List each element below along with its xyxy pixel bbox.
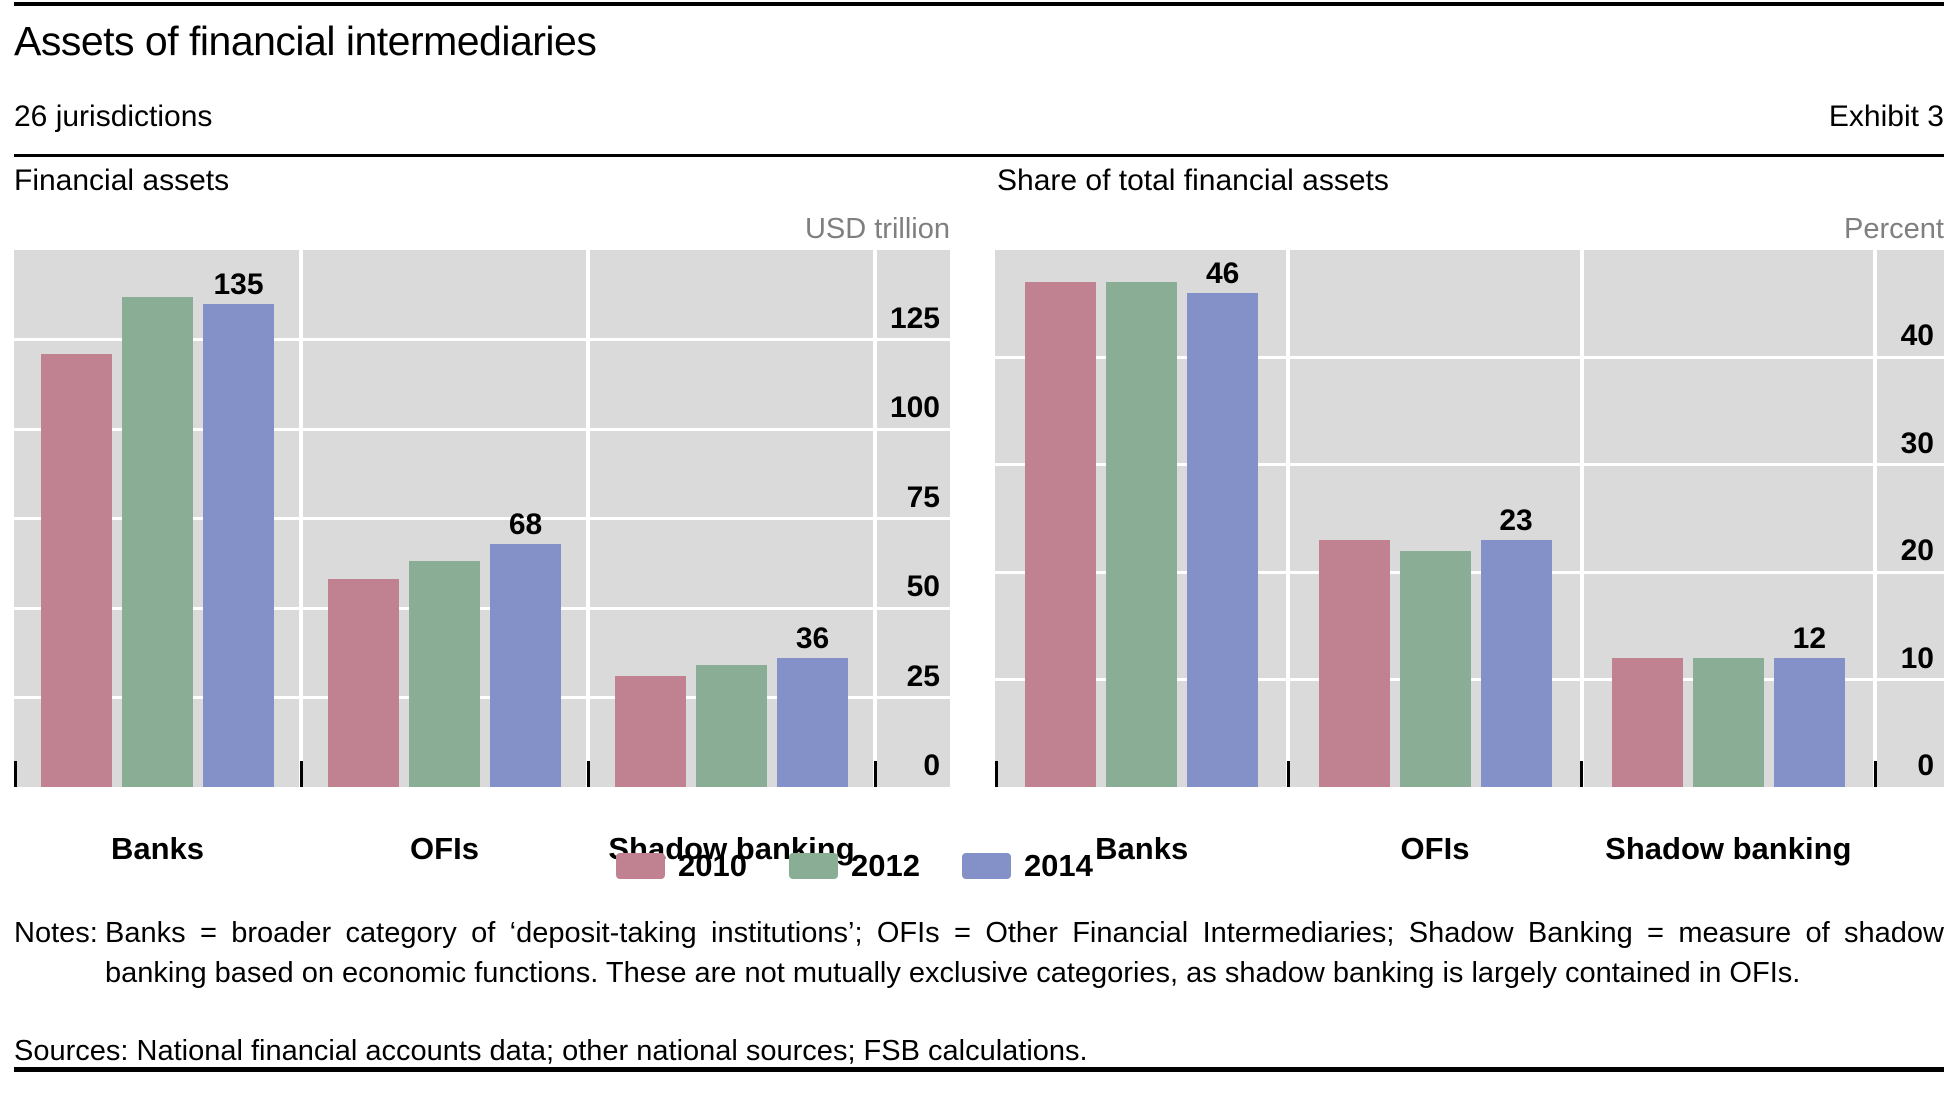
bar-2010-ofis [1318, 539, 1390, 787]
right-axis-unit-label: Percent [1844, 213, 1944, 245]
right-panel-title: Share of total financial assets [997, 164, 1389, 197]
x-axis-label-shadow-banking: Shadow banking [1605, 831, 1852, 866]
figure-subtitle: 26 jurisdictions [14, 100, 213, 133]
bar-2010-banks [1025, 282, 1097, 787]
x-axis-tick [586, 761, 590, 787]
bar-2010-shadow-banking [615, 676, 686, 787]
y-axis-tick-label: 10 [1900, 641, 1934, 675]
category-separator-line [1286, 250, 1291, 787]
x-axis-label-banks: Banks [1095, 831, 1189, 866]
legend-swatch-2010 [616, 853, 665, 879]
bar-2010-shadow-banking [1611, 658, 1683, 787]
gridline [14, 696, 950, 699]
y-axis-tick-label: 100 [889, 391, 940, 424]
gridline [995, 355, 1944, 359]
exhibit-number: Exhibit 3 [1828, 100, 1944, 133]
sources-line: Sources: National financial accounts dat… [14, 1035, 1088, 1067]
gridline [14, 606, 950, 610]
legend-label-2014: 2014 [1023, 848, 1093, 883]
legend-item-2014: 2014 [961, 848, 1093, 884]
y-axis-tick-label: 20 [1900, 534, 1934, 568]
category-separator-line [873, 250, 877, 787]
bar-2012-shadow-banking [1692, 658, 1764, 787]
legend-label-2012: 2012 [850, 848, 920, 883]
bar-2014-shadow-banking [1773, 658, 1845, 787]
left-axis-unit-label: USD trillion [804, 213, 950, 245]
category-separator-line [1579, 250, 1584, 787]
header-divider-rule [14, 154, 1944, 157]
bar-2014-banks [1187, 292, 1259, 787]
x-axis-tick [995, 761, 998, 787]
x-axis-tick [873, 761, 877, 787]
notes-label: Notes: [14, 917, 98, 949]
value-label: 135 [213, 267, 264, 301]
gridline [14, 517, 950, 520]
notes-text: Banks = broader category of ‘deposit-tak… [105, 917, 1944, 989]
x-axis-tick [1580, 761, 1584, 787]
bar-2012-ofis [1399, 550, 1471, 787]
value-label: 68 [508, 507, 543, 541]
y-axis-tick-label: 25 [906, 659, 940, 693]
notes-block: Notes: Banks = broader category of ‘depo… [14, 913, 1944, 993]
x-axis-tick [1873, 761, 1877, 787]
legend-swatch-2014 [961, 853, 1011, 879]
y-axis-tick-label: 30 [1900, 426, 1934, 460]
x-axis-tick [299, 761, 303, 787]
bar-2012-banks [1106, 282, 1178, 787]
bar-2010-banks [41, 353, 112, 787]
y-axis-tick-label: 0 [923, 749, 940, 782]
y-axis-tick-label: 50 [906, 570, 940, 603]
bar-2012-ofis [409, 561, 480, 787]
x-axis-label-ofis: OFIs [410, 831, 479, 866]
x-axis-tick [14, 761, 17, 787]
x-axis-label-ofis: OFIs [1400, 831, 1470, 866]
bar-2010-ofis [328, 579, 399, 787]
top-rule [14, 2, 1944, 6]
legend-swatch-2012 [788, 853, 838, 879]
chart-legend: 2010 2012 2014 [616, 848, 1093, 884]
gridline [14, 338, 950, 341]
value-label: 12 [1792, 622, 1827, 656]
x-axis-tick [1286, 761, 1290, 787]
category-separator-line [299, 250, 303, 787]
bar-2014-ofis [1480, 539, 1552, 787]
legend-item-2012: 2012 [788, 848, 920, 884]
value-label: 36 [795, 622, 830, 656]
gridline [14, 427, 950, 431]
category-separator-line [586, 250, 590, 787]
bar-2014-shadow-banking [777, 658, 848, 787]
value-label: 46 [1205, 256, 1240, 290]
right-bar-chart-plot: 46 Banks 23 OFIs 12 Shadow banking 0 10 20 30 40 [995, 250, 1944, 866]
bottom-rule [14, 1067, 1944, 1072]
figure-title: Assets of financial intermediaries [14, 18, 597, 64]
category-separator-line [1873, 250, 1877, 787]
left-bar-chart-plot: 135 Banks 68 OFIs 36 Shadow banking 0 25 50 75 100… [14, 250, 950, 866]
y-axis-tick-label: 0 [1917, 749, 1934, 782]
y-axis-tick-label: 75 [906, 480, 940, 514]
y-axis-tick-label: 125 [889, 301, 940, 335]
legend-label-2010: 2010 [678, 848, 747, 883]
x-axis-label-banks: Banks [110, 831, 205, 866]
bar-2012-shadow-banking [696, 665, 767, 787]
bar-2012-banks [122, 296, 193, 787]
value-label: 23 [1499, 503, 1533, 537]
y-axis-tick-label: 40 [1900, 319, 1934, 353]
legend-item-2010: 2010 [616, 848, 747, 884]
gridline [995, 463, 1944, 467]
bar-2014-banks [203, 303, 274, 787]
left-panel-title: Financial assets [14, 164, 230, 197]
bar-2014-ofis [490, 543, 561, 787]
